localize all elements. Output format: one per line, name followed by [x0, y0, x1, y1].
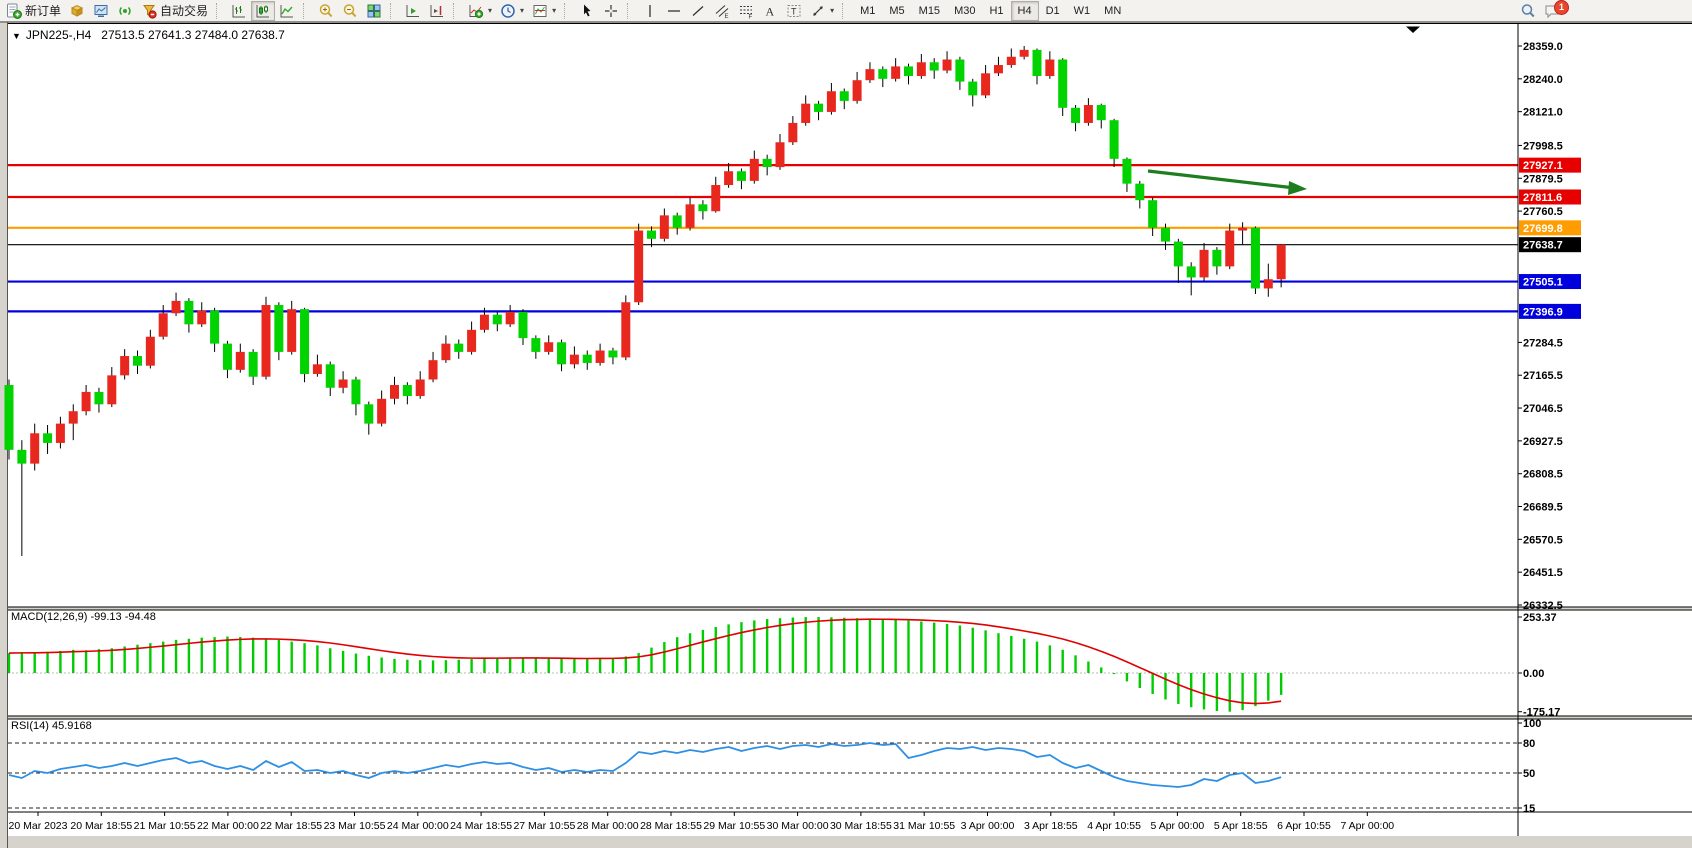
bar-chart-icon — [232, 4, 246, 17]
channel-button[interactable]: E — [710, 1, 734, 21]
line-chart-button[interactable] — [275, 1, 299, 21]
toolbar-separator — [564, 2, 571, 19]
text-icon: A — [766, 4, 775, 18]
rsi-indicator-label: RSI(14) 45.9168 — [11, 720, 92, 732]
arrows-tool-icon — [813, 5, 823, 16]
chart-shift-button[interactable] — [425, 1, 449, 21]
chart-shift-icon — [430, 4, 444, 17]
tile-windows-button[interactable] — [362, 1, 386, 21]
svg-text:A: A — [766, 4, 775, 18]
vertical-line-icon — [649, 4, 651, 17]
bar-chart-button[interactable] — [227, 1, 251, 21]
line-chart-icon — [280, 4, 294, 17]
toolbar-separator — [627, 2, 634, 19]
fibonacci-icon: F — [740, 5, 753, 19]
timeframe-m15[interactable]: M15 — [912, 1, 947, 21]
candlestick-chart-button[interactable] — [251, 0, 276, 21]
indicators-icon — [469, 4, 484, 18]
candlestick-chart-icon — [256, 4, 270, 17]
dropdown-caret-icon: ▾ — [552, 6, 557, 15]
equidistant-channel-icon: E — [715, 4, 729, 19]
zoom-in-button[interactable] — [314, 1, 338, 21]
new-order-button[interactable]: 新订单 — [2, 1, 65, 21]
chart-title: ▼ JPN225-,H4 27513.5 27641.3 27484.0 27638… — [12, 28, 285, 42]
main-toolbar: 新订单 自动交易 ▾ ▾ — [0, 0, 1692, 22]
trendline-button[interactable] — [686, 1, 710, 21]
timeframe-m5[interactable]: M5 — [882, 1, 911, 21]
zoom-out-icon — [343, 3, 357, 17]
auto-scroll-button[interactable] — [401, 1, 425, 21]
templates-icon — [533, 4, 547, 17]
dropdown-caret-icon: ▾ — [520, 6, 525, 15]
vertical-line-button[interactable] — [638, 1, 662, 21]
toolbar-separator — [453, 2, 460, 19]
navigator-button[interactable] — [89, 1, 113, 21]
text-label-button[interactable]: T — [782, 1, 806, 21]
templates-button[interactable]: ▾ — [528, 1, 560, 21]
arrows-button[interactable]: ▾ — [806, 1, 838, 21]
cursor-button[interactable] — [575, 1, 599, 21]
new-order-icon — [7, 3, 22, 19]
indicators-button[interactable]: ▾ — [464, 1, 496, 21]
timeframe-d1[interactable]: D1 — [1039, 1, 1067, 21]
timeframe-mn[interactable]: MN — [1097, 1, 1128, 21]
timeframe-m30[interactable]: M30 — [947, 1, 982, 21]
chat-button[interactable]: 1 — [1540, 0, 1569, 21]
collapse-triangle-icon[interactable]: ▼ — [12, 31, 21, 41]
new-order-label: 新订单 — [25, 4, 62, 18]
price-axis[interactable] — [1518, 24, 1692, 836]
timeframe-h4[interactable]: H4 — [1010, 0, 1039, 21]
toolbar-separator — [842, 2, 849, 19]
auto-scroll-icon — [406, 4, 420, 17]
trendline-icon — [692, 5, 704, 16]
market-watch-button[interactable] — [65, 1, 89, 21]
macd-panel[interactable] — [8, 610, 1518, 716]
text-button[interactable]: A — [758, 1, 782, 21]
crosshair-button[interactable] — [599, 1, 623, 21]
auto-trading-label: 自动交易 — [160, 4, 209, 18]
svg-text:F: F — [749, 14, 753, 19]
horizontal-line-button[interactable] — [662, 1, 686, 21]
navigator-icon — [94, 4, 108, 17]
timeframe-h1[interactable]: H1 — [982, 1, 1010, 21]
periods-button[interactable]: ▾ — [496, 1, 528, 21]
chart-symbol-period: JPN225-,H4 — [25, 28, 92, 42]
text-label-icon: T — [787, 4, 801, 17]
horizontal-line-icon — [668, 9, 681, 12]
search-button[interactable] — [1516, 1, 1540, 21]
cursor-icon — [584, 4, 591, 16]
svg-text:T: T — [791, 6, 797, 16]
clock-icon — [501, 3, 515, 18]
market-watch-icon — [70, 4, 84, 17]
signal-icon — [119, 6, 131, 15]
dropdown-caret-icon: ▾ — [488, 6, 493, 15]
toolbar-separator — [216, 2, 223, 19]
timeframe-w1[interactable]: W1 — [1067, 1, 1098, 21]
crosshair-icon — [605, 4, 618, 17]
macd-indicator-label: MACD(12,26,9) -99.13 -94.48 — [11, 611, 156, 623]
fibonacci-button[interactable]: F — [734, 1, 758, 21]
chart-ohlc-values: 27513.5 27641.3 27484.0 27638.7 — [101, 28, 285, 42]
zoom-in-icon — [319, 3, 333, 17]
search-icon — [1521, 3, 1535, 17]
auto-trading-button[interactable]: 自动交易 — [137, 1, 212, 21]
toolbar-separator — [390, 2, 397, 19]
main-chart-panel[interactable] — [8, 24, 1518, 607]
tile-windows-icon — [367, 4, 381, 17]
zoom-out-button[interactable] — [338, 1, 362, 21]
time-axis[interactable] — [8, 813, 1518, 836]
auto-trading-icon — [143, 4, 157, 19]
toolbar-separator — [303, 2, 310, 19]
timeframe-m1[interactable]: M1 — [853, 1, 882, 21]
dropdown-caret-icon: ▾ — [830, 6, 835, 15]
signals-button[interactable] — [113, 1, 137, 21]
svg-text:E: E — [725, 14, 729, 19]
chat-badge: 1 — [1554, 0, 1569, 15]
rsi-panel[interactable] — [8, 719, 1518, 812]
